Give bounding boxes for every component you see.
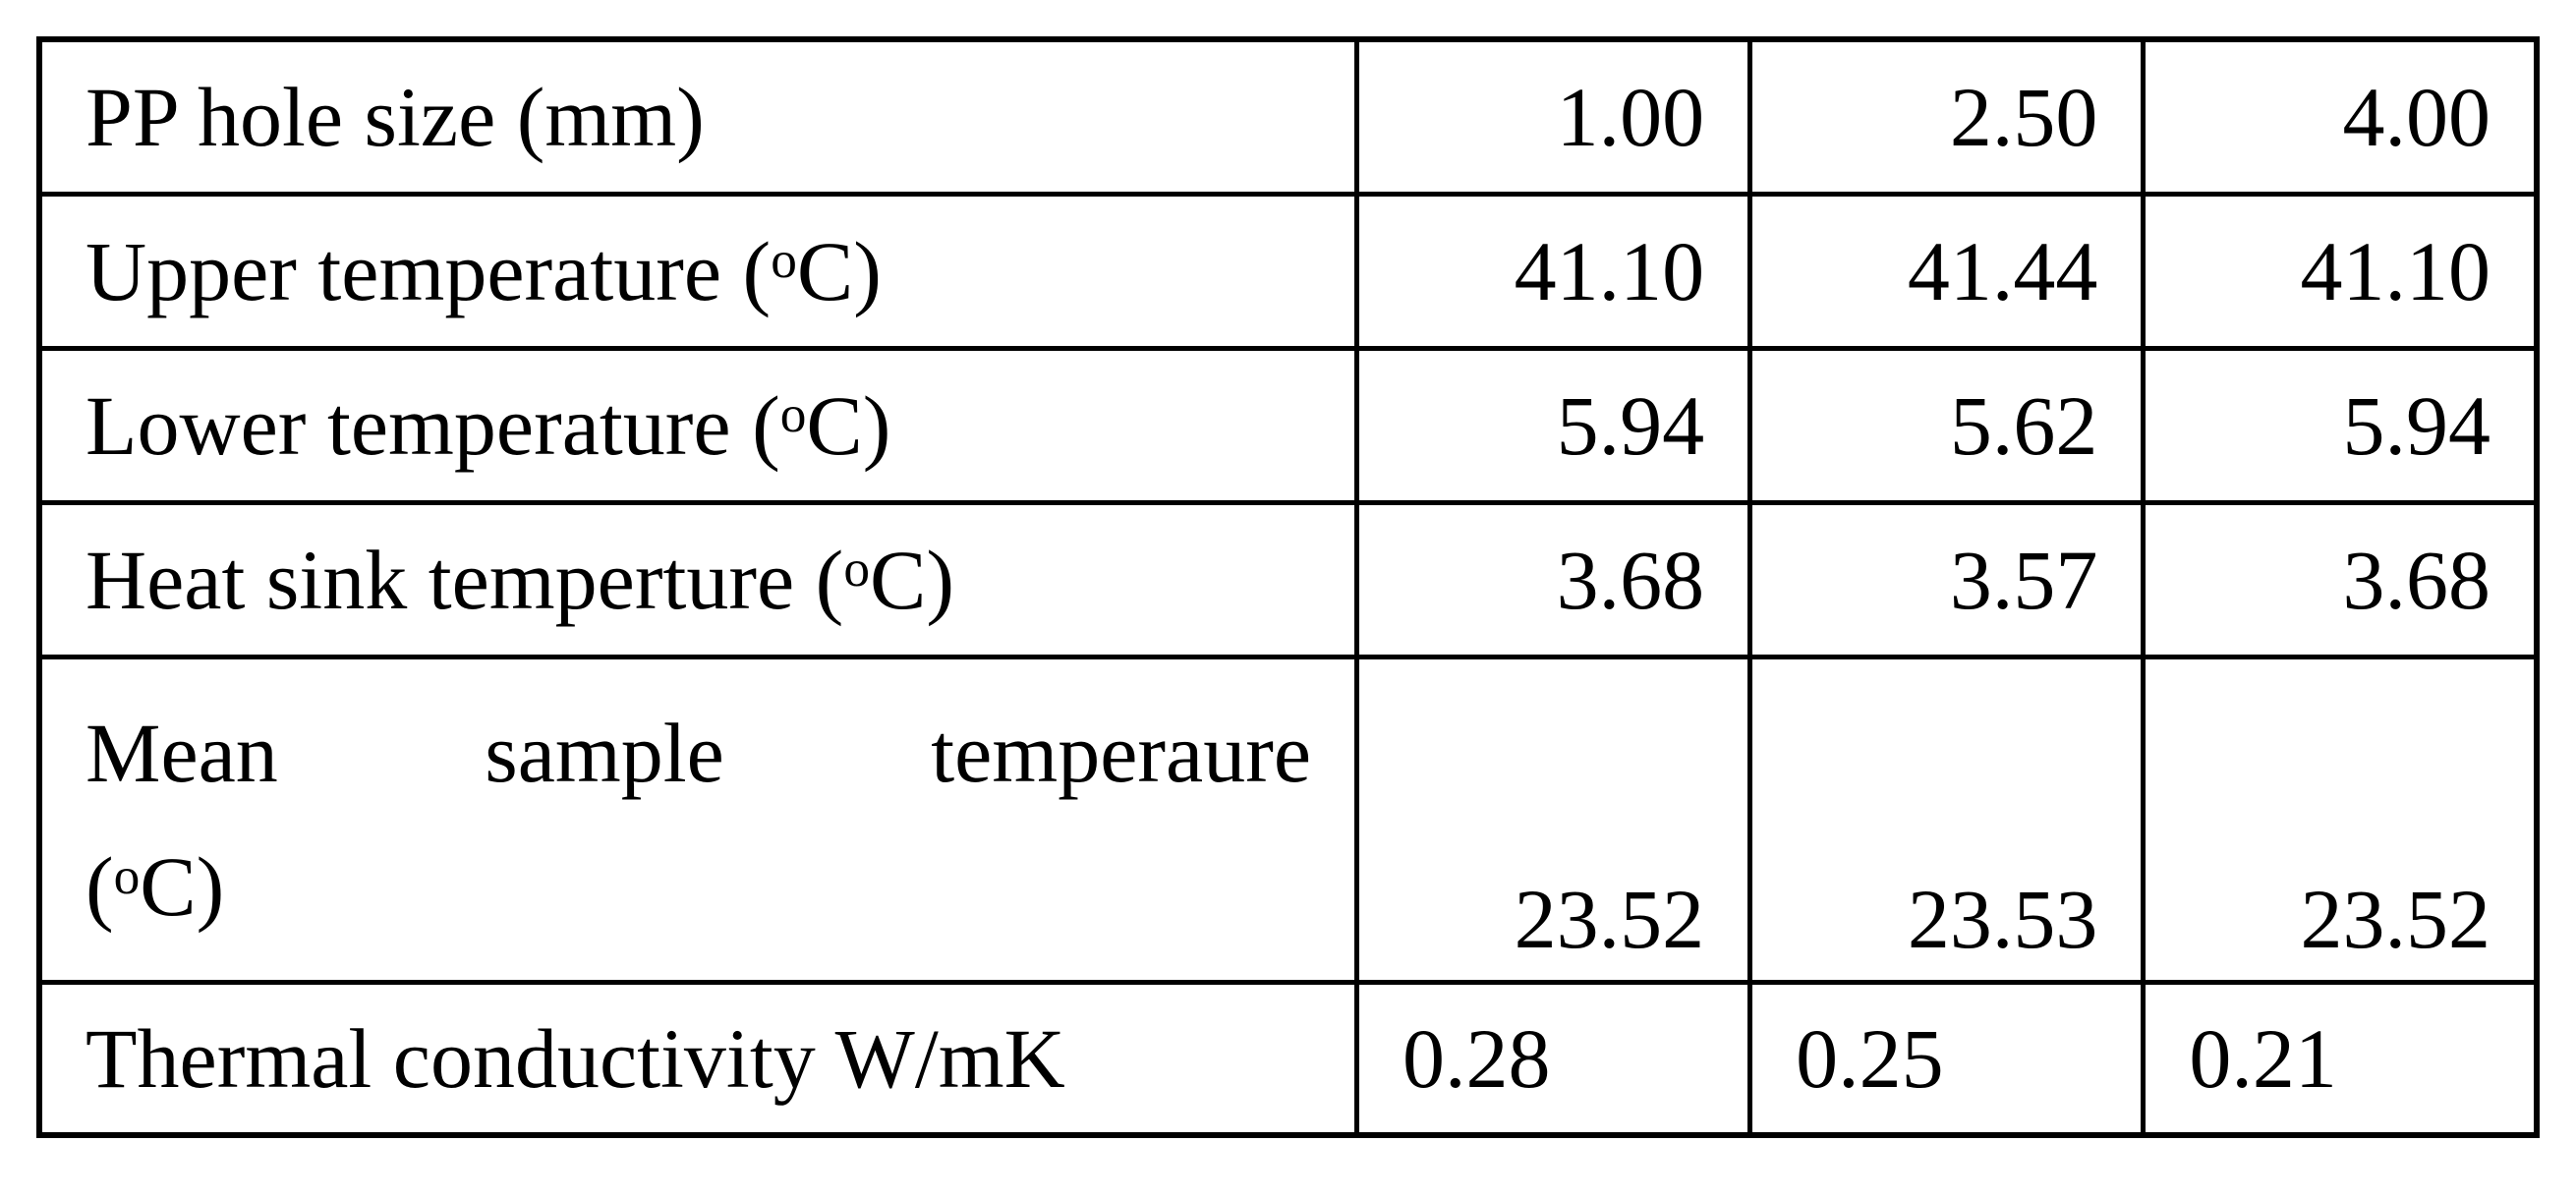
degree-superscript: o <box>843 539 870 599</box>
label-line-2: (oC) <box>86 839 1311 934</box>
label-text: Lower temperature ( <box>86 377 780 473</box>
row-label-thermal-conductivity: Thermal conductivity W/mK <box>36 980 1360 1138</box>
table-cell: 23.52 <box>1354 655 1753 985</box>
table-cell: 23.52 <box>2141 655 2540 985</box>
degree-superscript: o <box>771 230 797 290</box>
label-unit: C) <box>140 839 225 934</box>
table-row: Thermal conductivity W/mK 0.28 0.25 0.21 <box>36 980 2540 1138</box>
label-text: Heat sink temperture ( <box>86 532 844 627</box>
label-unit: C) <box>806 377 891 473</box>
table-cell: 0.25 <box>1747 980 2147 1138</box>
label-text: ( <box>86 839 114 934</box>
label-word: temperaure <box>931 705 1312 800</box>
table-cell: 5.62 <box>1747 346 2147 505</box>
label-unit: C) <box>869 532 954 627</box>
table-cell: 2.50 <box>1747 36 2147 197</box>
row-label-heat-sink-temperature: Heat sink temperture (oC) <box>36 500 1360 659</box>
table-cell: 3.57 <box>1747 500 2147 659</box>
table-cell: 1.00 <box>1354 36 1753 197</box>
table-cell: 23.53 <box>1747 655 2147 985</box>
table-cell: 0.28 <box>1354 980 1753 1138</box>
table-row: Lower temperature (oC) 5.94 5.62 5.94 <box>36 346 2540 505</box>
table-row: Mean sample temperaure (oC) 23.52 23.53 … <box>36 655 2540 985</box>
table-cell: 41.44 <box>1747 192 2147 351</box>
table-cell: 4.00 <box>2141 36 2540 197</box>
table-cell: 5.94 <box>1354 346 1753 505</box>
table-cell: 5.94 <box>2141 346 2540 505</box>
row-label-upper-temperature: Upper temperature (oC) <box>36 192 1360 351</box>
table-row: PP hole size (mm) 1.00 2.50 4.00 <box>36 36 2540 197</box>
table-row: Heat sink temperture (oC) 3.68 3.57 3.68 <box>36 500 2540 659</box>
table-cell: 3.68 <box>2141 500 2540 659</box>
label-word: sample <box>485 705 724 800</box>
table-cell: 41.10 <box>2141 192 2540 351</box>
degree-superscript: o <box>113 845 141 905</box>
degree-superscript: o <box>779 384 807 444</box>
label-unit: C) <box>796 223 882 318</box>
label-word: Mean <box>86 705 278 800</box>
label-line-1: Mean sample temperaure <box>86 706 1311 800</box>
row-label-hole-size: PP hole size (mm) <box>36 36 1360 197</box>
data-table: PP hole size (mm) 1.00 2.50 4.00 Upper t… <box>36 36 2540 1138</box>
table-cell: 41.10 <box>1354 192 1753 351</box>
row-label-mean-sample-temperature: Mean sample temperaure (oC) <box>36 655 1360 985</box>
row-label-lower-temperature: Lower temperature (oC) <box>36 346 1360 505</box>
label-text: Upper temperature ( <box>86 223 772 318</box>
table-row: Upper temperature (oC) 41.10 41.44 41.10 <box>36 192 2540 351</box>
table-cell: 0.21 <box>2141 980 2540 1138</box>
table-cell: 3.68 <box>1354 500 1753 659</box>
